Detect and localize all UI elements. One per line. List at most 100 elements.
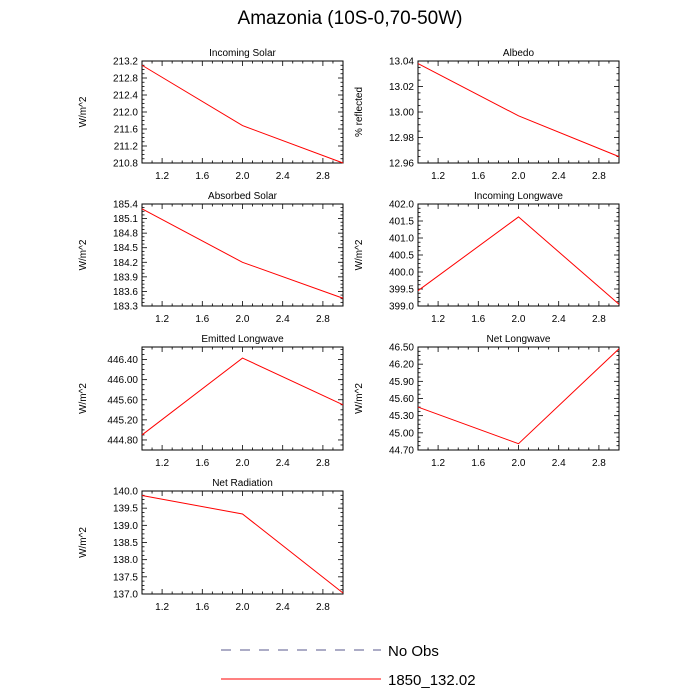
- x-tick-label: 2.0: [236, 458, 250, 469]
- y-tick-label: 445.60: [107, 395, 138, 406]
- y-tick-label: 212.0: [113, 108, 138, 119]
- legend-label-model: 1850_132.02: [388, 672, 476, 689]
- x-tick-label: 1.2: [155, 602, 169, 613]
- y-tick-label: 185.4: [113, 200, 138, 211]
- y-tick-label: 44.70: [389, 446, 414, 457]
- series-line: [417, 216, 620, 305]
- y-axis-label: W/m^2: [78, 527, 89, 558]
- x-tick-label: 1.6: [195, 171, 209, 182]
- x-tick-label: 2.8: [592, 314, 606, 325]
- x-tick-label: 1.2: [155, 314, 169, 325]
- y-tick-label: 401.0: [389, 234, 414, 245]
- x-tick-label: 2.8: [592, 458, 606, 469]
- y-tick-label: 140.0: [113, 487, 138, 498]
- x-tick-label: 1.6: [195, 602, 209, 613]
- panel-title: Net Longwave: [487, 334, 551, 345]
- panel-title: Emitted Longwave: [201, 334, 284, 345]
- y-tick-label: 183.3: [113, 302, 138, 313]
- series-line: [141, 357, 344, 436]
- series-line: [141, 208, 344, 299]
- plot-frame: [417, 203, 620, 307]
- x-tick-label: 1.6: [471, 458, 485, 469]
- y-tick-label: 13.04: [389, 57, 414, 68]
- x-tick-label: 2.8: [316, 458, 330, 469]
- x-tick-label: 2.0: [512, 171, 526, 182]
- y-axis-label: % reflected: [354, 87, 365, 137]
- series-line: [417, 348, 620, 445]
- y-tick-label: 211.6: [114, 125, 139, 136]
- panel-incoming-solar: Incoming Solar W/m^2 1.2 1.6 2.0 2.4 2.8 210.8 2…: [78, 48, 344, 182]
- y-tick-label: 45.00: [389, 428, 414, 439]
- panel-albedo: Albedo % reflected 1.2 1.6 2.0 2.4 2.8 12.96 12.…: [354, 48, 620, 182]
- y-tick-label: 13.00: [389, 108, 414, 119]
- y-tick-label: 400.0: [389, 268, 414, 279]
- y-tick-label: 137.0: [113, 590, 138, 601]
- y-tick-label: 138.5: [113, 538, 138, 549]
- y-tick-label: 446.40: [107, 355, 138, 366]
- y-tick-label: 445.20: [107, 415, 138, 426]
- y-tick-label: 212.8: [113, 74, 138, 85]
- page-title: Amazonia (10S-0,70-50W): [237, 8, 463, 29]
- panel-absorbed-solar: Absorbed Solar W/m^2 1.2 1.6 2.0 2.4 2.8 183.3 1…: [78, 191, 344, 325]
- y-tick-label: 45.60: [389, 394, 414, 405]
- x-tick-label: 1.6: [471, 314, 485, 325]
- y-tick-label: 46.50: [389, 343, 414, 354]
- panel-net-longwave: Net Longwave W/m^2 1.2 1.6 2.0 2.4 2.8 44.70 45.…: [354, 334, 620, 469]
- x-tick-label: 1.2: [431, 314, 445, 325]
- series-line: [417, 63, 620, 158]
- y-tick-label: 13.02: [389, 82, 414, 93]
- y-tick-label: 12.96: [389, 159, 414, 170]
- y-tick-label: 137.5: [113, 572, 138, 583]
- x-tick-label: 2.8: [316, 171, 330, 182]
- y-tick-label: 184.8: [113, 229, 138, 240]
- y-tick-label: 45.30: [389, 411, 414, 422]
- plot-frame: [141, 203, 344, 307]
- plot-frame: [417, 60, 620, 164]
- x-tick-label: 1.6: [195, 314, 209, 325]
- plot-frame: [141, 490, 344, 595]
- y-tick-label: 399.5: [389, 285, 414, 296]
- y-axis-label: W/m^2: [354, 383, 365, 414]
- y-tick-label: 213.2: [113, 57, 138, 68]
- y-axis-label: W/m^2: [78, 383, 89, 414]
- y-tick-label: 400.5: [389, 251, 414, 262]
- plot-frame: [417, 346, 620, 451]
- y-axis-label: W/m^2: [78, 96, 89, 127]
- y-tick-label: 138.0: [113, 555, 138, 566]
- x-tick-label: 1.2: [431, 458, 445, 469]
- y-tick-label: 12.98: [389, 133, 414, 144]
- x-tick-label: 1.2: [155, 171, 169, 182]
- y-tick-label: 183.6: [113, 287, 138, 298]
- y-axis-label: W/m^2: [354, 239, 365, 270]
- panel-title: Incoming Longwave: [474, 191, 563, 202]
- x-tick-label: 2.0: [512, 314, 526, 325]
- y-tick-label: 139.0: [113, 521, 138, 532]
- y-tick-label: 185.1: [113, 214, 138, 225]
- x-tick-label: 2.4: [552, 458, 566, 469]
- x-tick-label: 2.0: [512, 458, 526, 469]
- x-tick-label: 2.4: [276, 314, 290, 325]
- series-line: [141, 64, 344, 164]
- x-tick-label: 2.4: [552, 314, 566, 325]
- y-tick-label: 139.5: [113, 504, 138, 515]
- x-tick-label: 2.8: [316, 314, 330, 325]
- y-tick-label: 46.20: [389, 360, 414, 371]
- x-tick-label: 2.8: [316, 602, 330, 613]
- y-tick-label: 184.5: [113, 243, 138, 254]
- y-tick-label: 183.9: [113, 272, 138, 283]
- x-tick-label: 1.6: [195, 458, 209, 469]
- x-tick-label: 2.8: [592, 171, 606, 182]
- y-tick-label: 184.2: [113, 258, 138, 269]
- x-tick-label: 2.4: [276, 458, 290, 469]
- chart-panels: Incoming Solar W/m^2 1.2 1.6 2.0 2.4 2.8 210.8 2…: [78, 48, 620, 613]
- x-tick-label: 2.0: [236, 171, 250, 182]
- plot-frame: [141, 346, 344, 451]
- x-tick-label: 1.6: [471, 171, 485, 182]
- y-tick-label: 399.0: [389, 302, 414, 313]
- y-tick-label: 210.8: [113, 159, 138, 170]
- x-tick-label: 2.0: [236, 314, 250, 325]
- x-tick-label: 2.0: [236, 602, 250, 613]
- x-tick-label: 2.4: [552, 171, 566, 182]
- y-axis-label: W/m^2: [78, 239, 89, 270]
